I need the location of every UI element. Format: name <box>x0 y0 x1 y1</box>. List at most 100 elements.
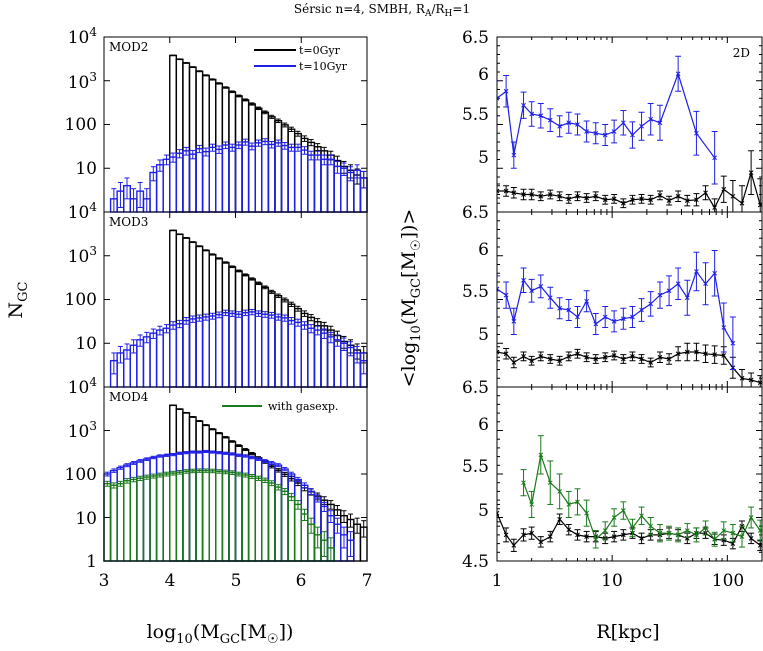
hist-bar <box>208 428 217 562</box>
hist-bar <box>169 404 178 562</box>
data-point <box>602 354 608 360</box>
hist-bar <box>201 74 210 213</box>
hist-bar <box>247 311 256 388</box>
right-frame <box>496 36 763 562</box>
data-point <box>620 120 626 126</box>
legend-label-gasexp: with gasexp. <box>268 400 338 413</box>
profile-mod3 <box>496 211 763 388</box>
ytick-label: 103 <box>68 419 97 442</box>
hist-bar <box>267 314 276 388</box>
data-point <box>566 354 572 359</box>
hist-bar <box>169 472 178 562</box>
data-point <box>694 197 699 203</box>
hist-bar <box>300 513 309 562</box>
data-point <box>611 515 617 520</box>
data-point <box>575 351 580 357</box>
hist-bar <box>195 469 204 562</box>
hist-bar <box>300 487 309 562</box>
ytick-label: 5 <box>478 501 489 521</box>
hist-bar <box>280 299 289 388</box>
xtick-label: 10 <box>601 571 623 591</box>
hist-bar <box>221 452 230 562</box>
data-point <box>666 198 672 203</box>
data-point <box>739 375 745 381</box>
data-point <box>511 152 517 158</box>
data-point <box>584 534 589 539</box>
hist-bar <box>293 478 302 562</box>
hist-bar <box>195 147 204 213</box>
hist-bar <box>241 474 250 562</box>
data-point <box>675 71 681 77</box>
data-point <box>620 200 626 206</box>
hist-bar <box>307 327 316 388</box>
hist-bar <box>188 153 197 213</box>
data-point <box>529 288 535 294</box>
xtick-label: 5 <box>231 571 242 591</box>
hist-bar <box>261 140 270 213</box>
data-point <box>602 132 608 138</box>
hist-bar <box>241 448 250 562</box>
hist-bar <box>169 453 178 562</box>
hist-bar <box>208 146 217 213</box>
data-point <box>639 196 644 202</box>
data-point <box>584 510 589 516</box>
ytick-label: 5.5 <box>462 105 489 125</box>
ytick-label: 6.5 <box>462 28 489 48</box>
hist-bar <box>293 321 302 388</box>
hist-bar <box>208 315 217 388</box>
data-point <box>675 281 681 287</box>
data-point <box>675 351 681 357</box>
data-point <box>712 536 718 542</box>
hist-bar <box>320 332 329 388</box>
ytick-label: 6 <box>478 240 489 260</box>
hist-bar <box>280 317 289 388</box>
data-point <box>557 193 563 199</box>
hist-bar <box>254 312 263 388</box>
hist-bar <box>215 257 224 388</box>
series-line <box>497 170 761 209</box>
hist-bar <box>280 468 289 562</box>
data-point <box>538 539 544 545</box>
hist-bar <box>267 143 276 213</box>
hist-bar <box>293 482 302 562</box>
ytick-label: 103 <box>68 70 97 93</box>
hist-bar <box>149 332 158 388</box>
xtick-label: 3 <box>99 571 110 591</box>
data-point <box>703 281 708 287</box>
hist-bar <box>313 329 322 388</box>
data-point <box>584 129 589 134</box>
data-point <box>593 130 599 136</box>
data-point <box>611 129 617 134</box>
legend-label-t0: t=0Gyr <box>299 44 341 57</box>
hist-bar <box>261 460 270 562</box>
hist-bar <box>234 313 243 388</box>
hist-bar <box>182 150 191 213</box>
hist-bar <box>241 141 250 213</box>
hist-bar <box>188 66 197 213</box>
data-point <box>748 536 754 541</box>
left-x-axis-label: log10(MGC[M☉]) <box>147 621 294 647</box>
data-point <box>584 195 589 201</box>
histogram-mod4 <box>103 386 368 562</box>
hist-bar <box>267 116 276 213</box>
data-point <box>602 197 608 203</box>
series-with-gasexp- <box>520 435 762 549</box>
data-point <box>721 528 727 533</box>
data-point <box>611 196 617 202</box>
hist-bar <box>215 148 224 213</box>
hist-bar <box>136 477 145 562</box>
series-t-0gyr <box>497 150 762 212</box>
data-point <box>648 116 654 122</box>
hist-bar <box>208 253 217 388</box>
data-point <box>521 480 526 486</box>
hist-bar <box>247 103 256 213</box>
data-point <box>566 120 572 126</box>
data-point <box>521 354 526 359</box>
hist-bar <box>300 484 309 562</box>
hist-bar <box>188 416 197 562</box>
hist-bar <box>221 311 230 388</box>
data-point <box>730 530 736 536</box>
data-point <box>730 193 736 199</box>
data-point <box>721 186 727 192</box>
